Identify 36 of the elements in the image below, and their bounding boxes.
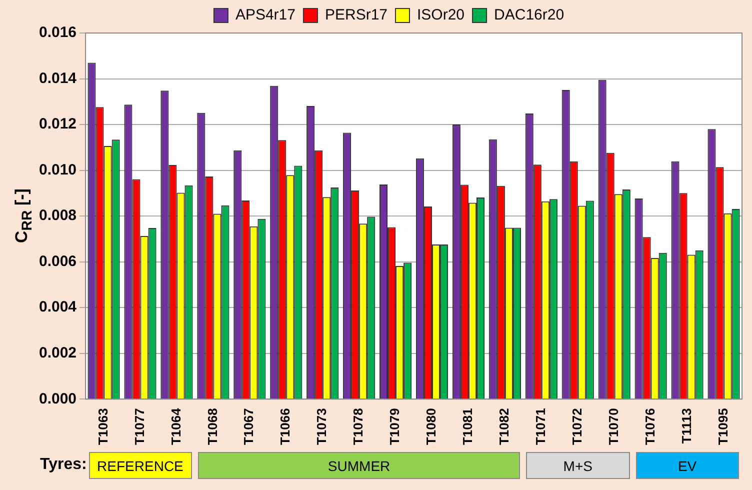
x-tick-label: T1077 [132, 408, 147, 446]
x-tick-label: T1063 [95, 408, 110, 446]
legend-label: DAC16r20 [494, 6, 564, 24]
text: SUMMER [198, 452, 520, 479]
y-tick-label: 0.014 [38, 70, 78, 87]
x-tick-label: T1095 [715, 408, 730, 446]
x-tick-label: T1067 [241, 408, 256, 446]
x-tick-label: T1070 [606, 408, 621, 446]
x-tick-label: T1064 [168, 407, 184, 446]
y-tick-label: 0.008 [38, 207, 77, 224]
y-tick-label: 0.004 [38, 298, 78, 316]
legend-label: ISOr20 [417, 6, 465, 24]
x-tick-label: T1073 [314, 408, 330, 446]
x-tick-label: T1113 [678, 408, 694, 444]
x-tick-label: T1072 [569, 408, 584, 446]
text: Tyres: [40, 456, 87, 474]
legend-label: PERSr17 [324, 6, 388, 24]
x-tick-label: T1080 [424, 408, 439, 446]
x-tick-label: T1081 [460, 408, 476, 446]
y-tick-label: 0.012 [38, 116, 77, 133]
x-tick-label: T1071 [532, 408, 548, 446]
x-tick-label: T1079 [387, 408, 402, 446]
text: EV [636, 452, 739, 479]
x-tick-label: T1068 [204, 408, 220, 446]
legend-label: APS4r17 [235, 6, 296, 24]
y-tick-label: 0.002 [38, 344, 77, 362]
text: M+S [526, 452, 630, 479]
x-tick-label: T1076 [642, 408, 658, 446]
x-tick-label: T1082 [496, 408, 512, 446]
y-tick-label: 0.006 [38, 252, 77, 270]
x-tick-label: T1078 [350, 408, 366, 446]
x-tick-label: T1066 [278, 408, 293, 446]
y-tick-label: 0.016 [38, 24, 77, 42]
y-tick-label: 0.000 [38, 390, 77, 408]
y-tick-label: 0.010 [38, 161, 77, 178]
text: REFERENCE [88, 452, 192, 479]
